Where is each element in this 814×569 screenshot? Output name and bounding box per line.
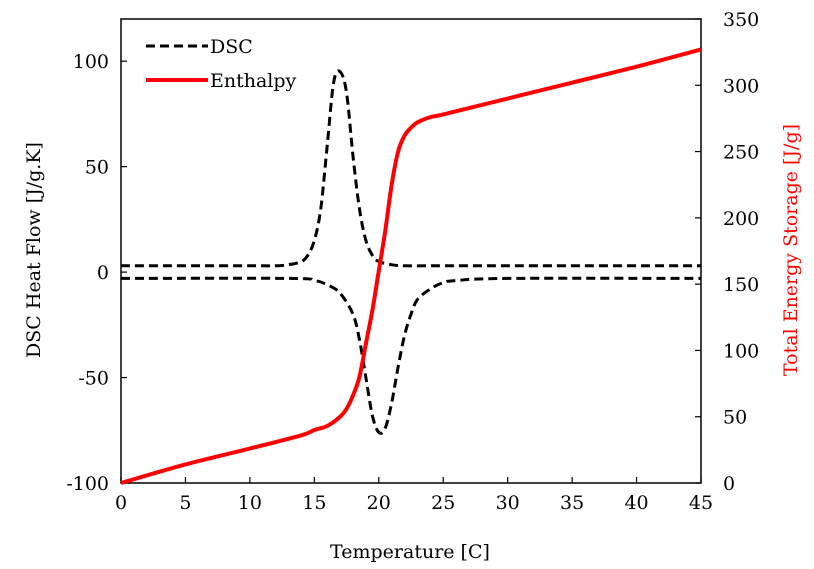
x-tick-label: 0	[115, 492, 127, 514]
y-left-tick-label: 100	[73, 51, 109, 73]
y-right-tick-label: 250	[723, 142, 759, 164]
y-left-tick-label: 50	[85, 157, 109, 179]
x-tick-label: 40	[624, 492, 648, 514]
series-line-dsc-0	[121, 69, 701, 268]
y-right-tick-label: 300	[723, 75, 759, 97]
x-tick-label: 35	[560, 492, 584, 514]
plot-area-border	[120, 18, 702, 484]
y-left-axis-title: DSC Heat Flow [J/g.K]	[23, 142, 45, 358]
x-tick-label: 15	[302, 492, 326, 514]
x-tick-label: 10	[238, 492, 262, 514]
series-layer	[120, 47, 702, 485]
x-tick-label: 20	[367, 492, 391, 514]
y-right-tick-label: 100	[723, 340, 759, 362]
y-left-tick-label: -50	[78, 368, 109, 390]
x-axis-title: Temperature [C]	[330, 541, 490, 563]
y-right-tick-label: 150	[723, 274, 759, 296]
y-right-tick-label: 0	[723, 473, 735, 495]
y-right-tick-label: 200	[723, 208, 759, 230]
y-left-tick-label: -100	[66, 473, 109, 495]
plot-frame	[120, 18, 702, 484]
series-line-dsc-1	[120, 276, 702, 435]
x-tick-label: 5	[179, 492, 191, 514]
y-right-axis-ticks: 0 50 100 150 200 250 300 350	[695, 9, 759, 495]
y-left-axis-ticks: -100 -50 0 50 100	[66, 51, 127, 495]
series-line-enthalpy	[120, 47, 702, 485]
y-right-tick-label: 50	[723, 407, 747, 429]
x-tick-label: 25	[431, 492, 455, 514]
y-right-tick-label: 350	[723, 9, 759, 31]
legend-label-enthalpy: Enthalpy	[210, 70, 297, 92]
x-axis-ticks: 0 5 10 15 20 25 30 35 40 45	[115, 477, 713, 514]
x-tick-label: 30	[496, 492, 520, 514]
legend: DSC Enthalpy	[146, 36, 297, 92]
y-left-tick-label: 0	[97, 262, 109, 284]
legend-label-dsc: DSC	[210, 36, 253, 58]
y-right-axis-title: Total Energy Storage [J/g]	[780, 124, 802, 376]
x-tick-label: 45	[689, 492, 713, 514]
